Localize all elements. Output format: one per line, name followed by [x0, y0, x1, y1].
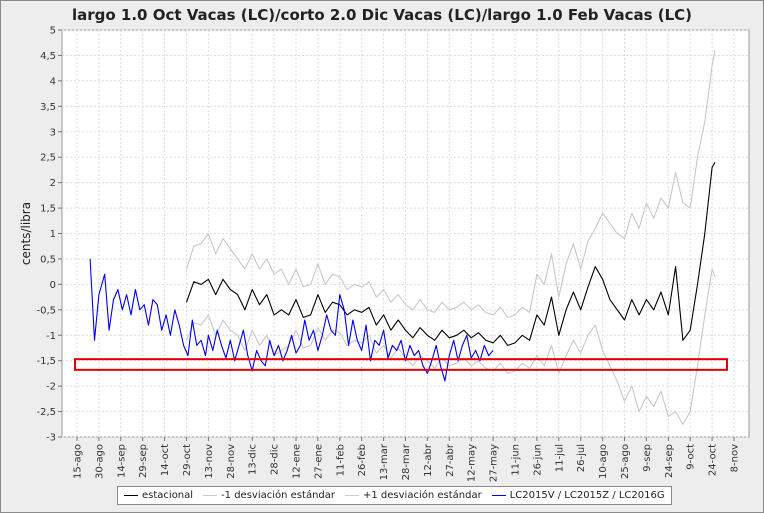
- x-tick-label: 9-oct: [686, 444, 697, 470]
- x-tick-label: 12-ene: [292, 444, 303, 479]
- legend-label: estacional: [142, 490, 194, 501]
- y-tick-label: -3: [46, 433, 56, 444]
- legend-item-1: -1 desviación estándar: [203, 490, 335, 501]
- x-tick-label: 11-jun: [511, 444, 522, 476]
- y-tick-label: 1,5: [40, 204, 56, 215]
- y-tick-label: 0: [50, 280, 56, 291]
- y-tick-label: 5: [50, 26, 56, 37]
- y-tick-label: 2: [50, 178, 56, 189]
- x-tick-label: 24-sep: [664, 444, 675, 478]
- x-tick-label: 14-sep: [116, 444, 127, 478]
- x-tick-label: 26-jun: [532, 444, 543, 476]
- x-tick-label: 12-may: [467, 444, 478, 482]
- x-tick-label: 10-ago: [598, 444, 609, 479]
- series-line-2: [185, 50, 716, 318]
- legend-item-0: estacional: [124, 490, 193, 501]
- x-tick-label: 28-dic: [270, 444, 281, 475]
- legend-swatch: [124, 495, 138, 496]
- x-tick-label: 24-oct: [708, 444, 719, 476]
- y-tick-label: -2,5: [36, 407, 56, 418]
- legend: estacional -1 desviación estándar +1 desvi…: [117, 486, 672, 505]
- chart-title: largo 1.0 Oct Vacas (LC)/corto 2.0 Dic V…: [71, 6, 693, 24]
- x-tick-label: 13-mar: [379, 443, 390, 480]
- legend-label: LC2015V / LC2015Z / LC2016G: [509, 490, 665, 501]
- x-tick-label: 14-oct: [160, 444, 171, 476]
- legend-item-2: +1 desviación estándar: [345, 490, 482, 501]
- x-tick-label: 28-nov: [226, 444, 237, 479]
- y-tick-label: -1,5: [36, 356, 56, 367]
- y-tick-label: 2,5: [40, 153, 56, 164]
- series-line-1: [185, 268, 716, 425]
- x-tick-label: 30-ago: [94, 444, 105, 479]
- y-tick-label: -1: [46, 331, 56, 342]
- y-tick-label: 4,5: [40, 51, 56, 62]
- x-tick-label: 12-abr: [423, 443, 434, 477]
- y-axis: -3 -2,5 -2 -1,5 -1 -0,5 0 0,5 1 1,5 2 2,5 3 3,5 4 4,5 5: [36, 26, 62, 444]
- legend-swatch: [203, 495, 218, 496]
- y-tick-label: 3,5: [40, 102, 56, 113]
- y-tick-label: 3: [50, 127, 56, 138]
- x-tick-label: 27-ene: [313, 444, 324, 479]
- x-tick-label: 26-feb: [357, 444, 368, 476]
- y-axis-label: cents/libra: [19, 202, 33, 265]
- x-tick-label: 11-feb: [335, 444, 346, 476]
- legend-item-3: LC2015V / LC2015Z / LC2016G: [491, 490, 665, 501]
- series-line-3: [89, 258, 494, 382]
- x-tick-label: 28-mar: [401, 443, 412, 480]
- y-tick-label: -2: [46, 382, 56, 393]
- x-tick-label: 13-nov: [204, 444, 215, 479]
- series-line-0: [185, 162, 716, 346]
- legend-label: -1 desviación estándar: [221, 490, 335, 501]
- y-tick-label: 0,5: [40, 254, 56, 265]
- legend-swatch: [345, 495, 359, 496]
- legend-label: +1 desviación estándar: [363, 490, 482, 501]
- legend-swatch: [491, 495, 506, 496]
- y-tick-label: 1: [50, 229, 56, 240]
- x-tick-label: 25-ago: [620, 444, 631, 479]
- x-tick-label: 26-jul: [576, 444, 587, 472]
- x-tick-label: 29-oct: [182, 444, 193, 476]
- highlight-band: [74, 358, 728, 371]
- x-tick-label: 15-ago: [73, 444, 84, 479]
- x-tick-label: 27-abr: [445, 443, 456, 477]
- x-tick-label: 29-sep: [138, 444, 149, 478]
- series-group: [89, 50, 716, 425]
- x-tick-label: 9-sep: [642, 444, 653, 472]
- y-tick-label: -0,5: [36, 305, 56, 316]
- x-axis: 15-ago 30-ago 14-sep 29-sep 14-oct 29-oct 13-n…: [73, 437, 741, 482]
- x-tick-label: 8-nov: [730, 444, 741, 472]
- x-tick-label: 11-jul: [554, 444, 565, 472]
- x-tick-label: 27-may: [489, 444, 500, 482]
- y-tick-label: 4: [50, 76, 56, 87]
- x-tick-label: 13-dic: [248, 444, 259, 475]
- gridlines: [62, 29, 749, 438]
